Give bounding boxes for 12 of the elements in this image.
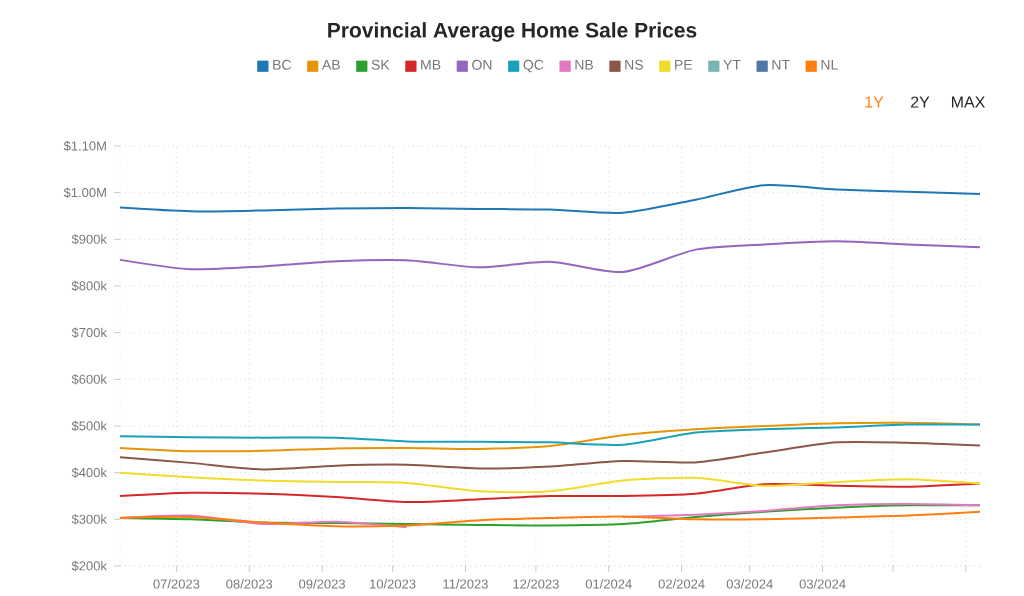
- text: 1Y: [865, 96, 884, 108]
- line-series: [119, 482, 981, 504]
- line-series: [119, 440, 981, 471]
- line-series: [119, 421, 981, 453]
- line-series: [119, 471, 981, 494]
- line-series: [119, 423, 981, 446]
- text: MAX: [951, 96, 985, 108]
- line-series: [119, 184, 981, 214]
- text: 2Y: [911, 96, 930, 108]
- chart-title: Provincial Average Home Sale Prices: [328, 22, 697, 42]
- line-series: [119, 510, 981, 528]
- line-series: [119, 240, 981, 274]
